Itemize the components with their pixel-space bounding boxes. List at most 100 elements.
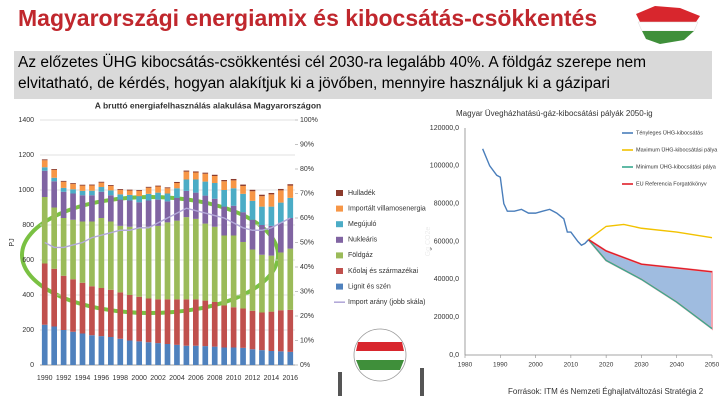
chart-title: A bruttó energiafelhasználás alakulása M…	[95, 100, 321, 110]
x-tick-label: 2000	[131, 375, 147, 382]
bar-segment	[164, 201, 171, 223]
x-tick-label: 2016	[282, 375, 298, 382]
bar-segment	[108, 190, 114, 196]
bar-segment	[70, 183, 76, 185]
bar-segment	[249, 219, 256, 250]
bar-segment	[145, 298, 152, 343]
x-tick-label: 2030	[634, 362, 649, 369]
bar-segment	[268, 194, 275, 207]
bar-segment	[268, 192, 275, 195]
chart-title: Magyar Üvegházhatású-gáz-kibocsátási pál…	[456, 109, 653, 118]
bar-segment	[51, 177, 57, 182]
bar-segment	[202, 181, 209, 196]
bar-segment	[117, 194, 124, 200]
bar-segment	[89, 195, 95, 222]
bar-segment	[79, 190, 86, 196]
bar-segment	[79, 185, 86, 191]
bar-segment	[117, 338, 124, 365]
bar-segment	[126, 295, 133, 341]
bar-segment	[259, 196, 265, 207]
bar-segment	[164, 222, 171, 300]
bar-segment	[240, 184, 246, 186]
bar-segment	[221, 190, 227, 207]
bar-segment	[174, 220, 180, 300]
bar-segment	[126, 189, 133, 191]
bar-segment	[230, 178, 237, 181]
bar-segment	[278, 222, 284, 253]
bar-segment	[145, 226, 152, 299]
bar-segment	[98, 191, 105, 218]
bar-segment	[249, 200, 256, 220]
bar-segment	[287, 218, 294, 249]
bar-segment	[193, 345, 199, 365]
bar-segment	[51, 181, 57, 208]
bar-segment	[174, 181, 180, 183]
x-tick-label: 1992	[56, 375, 72, 382]
bar-segment	[98, 336, 105, 365]
bar-segment	[70, 279, 76, 332]
x-tick-label: 2040	[669, 362, 684, 369]
y-tick-label: 200	[22, 327, 34, 334]
bar-segment	[202, 173, 209, 182]
bar-segment	[41, 170, 48, 197]
bar-segment	[221, 347, 227, 365]
series-line	[587, 239, 713, 330]
y-tick-label: 1400	[18, 117, 34, 124]
bar-segment	[60, 275, 67, 330]
bar-segment	[155, 343, 161, 365]
bar-segment	[193, 172, 199, 180]
bar-segment	[117, 292, 124, 339]
bar-segment	[259, 312, 265, 351]
bar-segment	[278, 190, 284, 203]
legend-label: Minimum ÜHG-kibocsátási pálya	[636, 163, 717, 170]
bar-segment	[155, 192, 161, 200]
x-tick-label: 1990	[493, 362, 508, 369]
x-tick-label: 2010	[564, 362, 579, 369]
bar-segment	[193, 299, 199, 346]
bar-segment	[268, 255, 275, 312]
bar-segment	[230, 180, 237, 189]
bar-segment	[155, 199, 161, 226]
bar-segment	[70, 189, 76, 194]
x-tick-label: 1990	[37, 375, 53, 382]
bar-segment	[79, 195, 86, 222]
bar-segment	[240, 241, 246, 309]
bar-segment	[278, 351, 284, 365]
bar-segment	[117, 225, 124, 293]
bar-segment	[108, 337, 114, 365]
bar-segment	[41, 159, 48, 161]
bar-segment	[174, 197, 180, 221]
bar-segment	[89, 221, 95, 287]
series-line	[588, 239, 713, 273]
series-line	[44, 207, 291, 249]
bar-segment	[41, 263, 48, 325]
y2-tick-label: 10%	[300, 337, 314, 344]
y-tick-label: 1200	[18, 152, 34, 159]
text-box-text: Az előzetes ÜHG kibocsátás-csökkentési c…	[18, 54, 647, 92]
bar-segment	[240, 347, 246, 365]
bar-segment	[70, 184, 76, 190]
x-tick-label: 1996	[94, 375, 110, 382]
bar-segment	[202, 346, 209, 365]
bar-segment	[278, 310, 284, 352]
bar-segment	[89, 184, 95, 186]
bar-segment	[164, 187, 171, 189]
bar-segment	[108, 185, 114, 191]
bar-segment	[249, 189, 256, 192]
bar-segment	[51, 169, 57, 178]
bar-segment	[259, 194, 265, 197]
bar-segment	[211, 174, 218, 176]
bar-segment	[240, 185, 246, 194]
bar-segment	[174, 344, 180, 365]
bar-segment	[41, 160, 48, 168]
bar-segment	[79, 282, 86, 334]
x-tick-label: 2010	[226, 375, 242, 382]
bar-segment	[145, 187, 152, 194]
bar-segment	[117, 190, 124, 195]
y2-tick-label: 70%	[300, 190, 314, 197]
bar-segment	[98, 181, 105, 183]
y-tick-label: 40000,0	[434, 276, 459, 283]
bar-segment	[164, 188, 171, 194]
bar-segment	[249, 310, 256, 350]
bar-segment	[259, 225, 265, 255]
